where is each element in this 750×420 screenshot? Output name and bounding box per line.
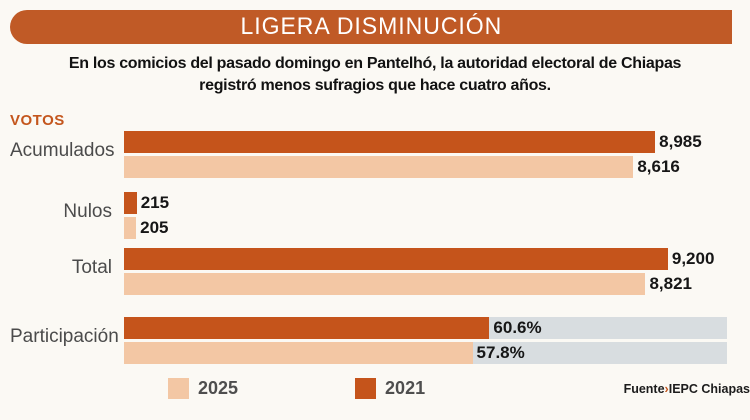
header-bar: LIGERA DISMINUCIÓN [10, 10, 732, 44]
source-prefix: Fuente [623, 381, 665, 396]
category-label: Nulos [63, 200, 112, 222]
value-label: 9,200 [671, 249, 715, 268]
bar-group-total: Total 9,200 8,821 [10, 248, 727, 295]
value-label: 205 [140, 218, 169, 237]
chart-footer: 2025 2021 Fuente›IEPC Chiapas [0, 378, 750, 399]
legend-item-2021: 2021 [355, 378, 425, 399]
bar-pair: 60.6% 57.8% [124, 317, 727, 364]
bar-group-acumulados: Acumulados 8,985 8,616 [10, 131, 727, 178]
bar-2021 [124, 317, 490, 339]
subtitle-line-1: En los comicios del pasado domingo en Pa… [68, 55, 682, 72]
legend-swatch-icon [355, 378, 377, 399]
bar-2021 [124, 192, 137, 214]
source-text: IEPC Chiapas [668, 381, 750, 396]
bar-pair: 215 205 [124, 192, 727, 239]
value-label: 60.6% [493, 318, 542, 337]
bar-row-2021: 8,985 [124, 131, 727, 153]
bar-2025 [124, 156, 634, 178]
bar-row-2025: 8,616 [124, 156, 727, 178]
category-label: Participación [10, 325, 119, 347]
value-label: 8,821 [649, 274, 693, 293]
bar-pair: 8,985 8,616 [124, 131, 727, 178]
value-label: 8,616 [637, 157, 680, 176]
bar-chart: Acumulados 8,985 8,616 Nulos 215 205 Total 9,20… [10, 131, 727, 364]
category-label: Total [71, 256, 112, 278]
bar-row-2021: 9,200 [124, 248, 727, 270]
legend-swatch-icon [168, 378, 189, 399]
category-label: Acumulados [10, 139, 115, 161]
legend-label: 2021 [385, 378, 426, 398]
chart-subtitle: En los comicios del pasado domingo en Pa… [0, 53, 750, 97]
bar-pair: 9,200 8,821 [124, 248, 727, 295]
bar-row-2025: 8,821 [124, 273, 727, 295]
bar-2025 [124, 342, 473, 364]
value-label: 8,985 [659, 132, 702, 151]
legend-label: 2025 [198, 378, 239, 398]
bar-row-2025: 205 [124, 217, 727, 239]
axis-label-votos: VOTOS [10, 112, 65, 129]
bar-row-2025: 57.8% [124, 342, 727, 364]
bar-group-nulos: Nulos 215 205 [10, 192, 727, 239]
page-title: LIGERA DISMINUCIÓN [240, 13, 502, 40]
source-separator-icon: › [664, 381, 669, 396]
bar-row-2021: 60.6% [124, 317, 727, 339]
bar-group-participación: Participación 60.6% 57.8% [10, 317, 727, 364]
subtitle-line-2: registró menos sufragios que hace cuatro… [199, 77, 551, 94]
bar-2025 [124, 273, 646, 295]
legend: 2025 2021 [168, 378, 425, 399]
bar-2021 [124, 131, 656, 153]
value-label: 57.8% [476, 343, 525, 362]
legend-item-2025: 2025 [168, 378, 238, 399]
source-note: Fuente›IEPC Chiapas [624, 382, 750, 396]
value-label: 215 [140, 193, 170, 212]
bar-2021 [124, 248, 668, 270]
bar-row-2021: 215 [124, 192, 727, 214]
bar-2025 [124, 217, 137, 239]
